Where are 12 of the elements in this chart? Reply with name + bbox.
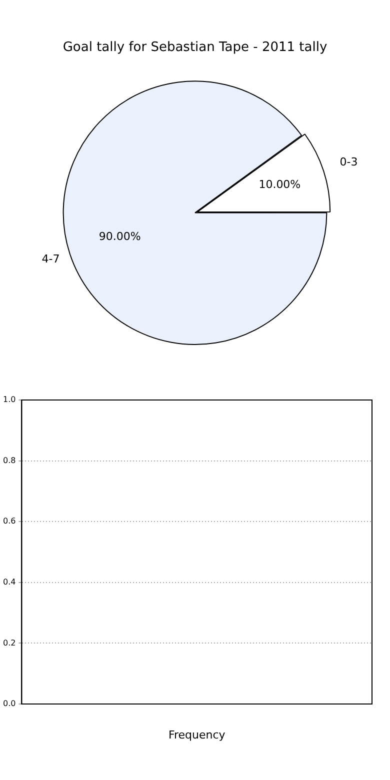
slice-label: 4-7: [42, 252, 60, 266]
slice-label: 0-3: [340, 156, 358, 169]
y-tick-label: 0.2: [2, 638, 16, 648]
y-tick-label: 0.6: [2, 516, 16, 526]
data-label: 10.00%: [258, 178, 301, 192]
y-tick-label: 1.0: [2, 395, 16, 404]
y-tick-label: 0.4: [2, 577, 16, 586]
y-tick-label: 0.0: [2, 699, 16, 708]
y-tick-label: 0.8: [2, 456, 16, 465]
data-label: 90.00%: [98, 230, 141, 244]
chart-title: Goal tally for Sebastian Tape - 2011 tally: [62, 40, 328, 56]
x-axis-title: Frequency: [168, 728, 226, 742]
